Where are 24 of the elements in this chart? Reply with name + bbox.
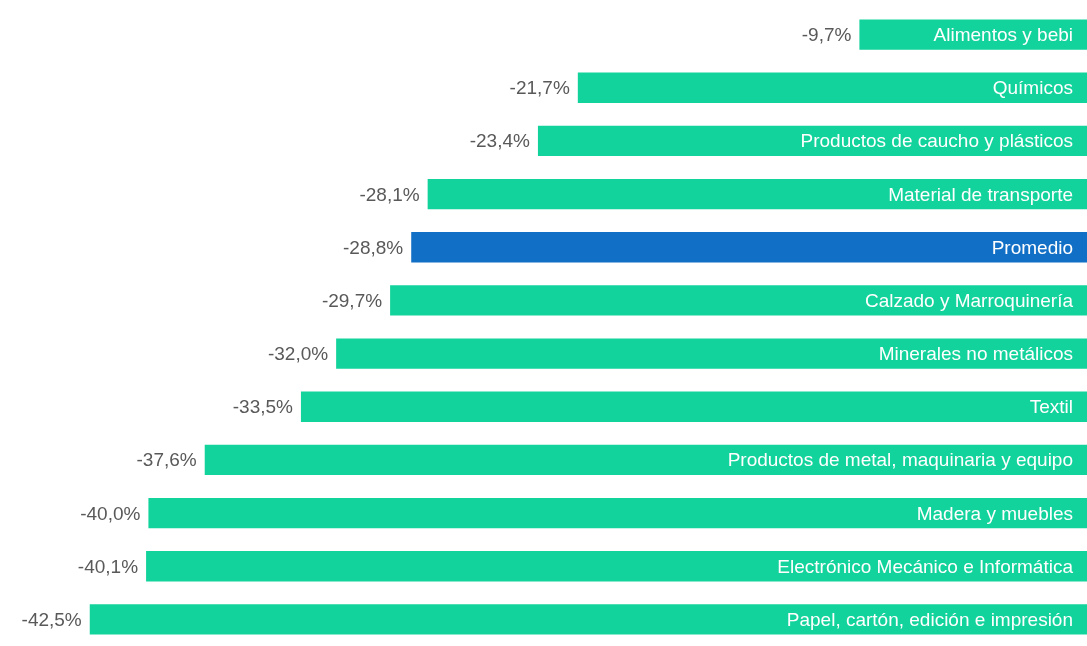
- y-tick-label: Papel, cartón, edición e impresión: [786, 608, 1073, 630]
- data-label: -28,8%: [343, 236, 404, 258]
- data-label: -37,6%: [136, 449, 197, 471]
- y-tick-label: Químicos: [992, 77, 1073, 99]
- data-label: -40,0%: [80, 502, 141, 524]
- data-label: -9,7%: [801, 24, 852, 46]
- y-tick-label: Productos de caucho y plásticos: [800, 130, 1073, 152]
- data-label: -40,1%: [77, 555, 139, 577]
- y-tick-label: Calzado y Marroquinería: [864, 289, 1074, 311]
- y-tick-label: Minerales no metálicos: [878, 343, 1073, 365]
- y-tick-label: Madera y muebles: [916, 502, 1073, 524]
- y-tick-label: Electrónico Mecánico e Informática: [777, 555, 1074, 577]
- y-tick-label: Textil: [1029, 396, 1073, 418]
- data-label: -28,1%: [359, 183, 420, 205]
- data-label: -42,5%: [21, 608, 82, 630]
- y-tick-label: Material de transporte: [888, 183, 1073, 205]
- data-label: -32,0%: [267, 343, 329, 365]
- data-label: -29,7%: [321, 289, 383, 311]
- y-tick-label: Productos de metal, maquinaria y equipo: [727, 449, 1073, 471]
- data-label: -21,7%: [509, 77, 570, 99]
- data-label: -33,5%: [232, 396, 294, 418]
- data-label: -23,4%: [469, 130, 531, 152]
- y-tick-label: Alimentos y bebi: [933, 24, 1073, 46]
- y-tick-label: Promedio: [991, 236, 1073, 258]
